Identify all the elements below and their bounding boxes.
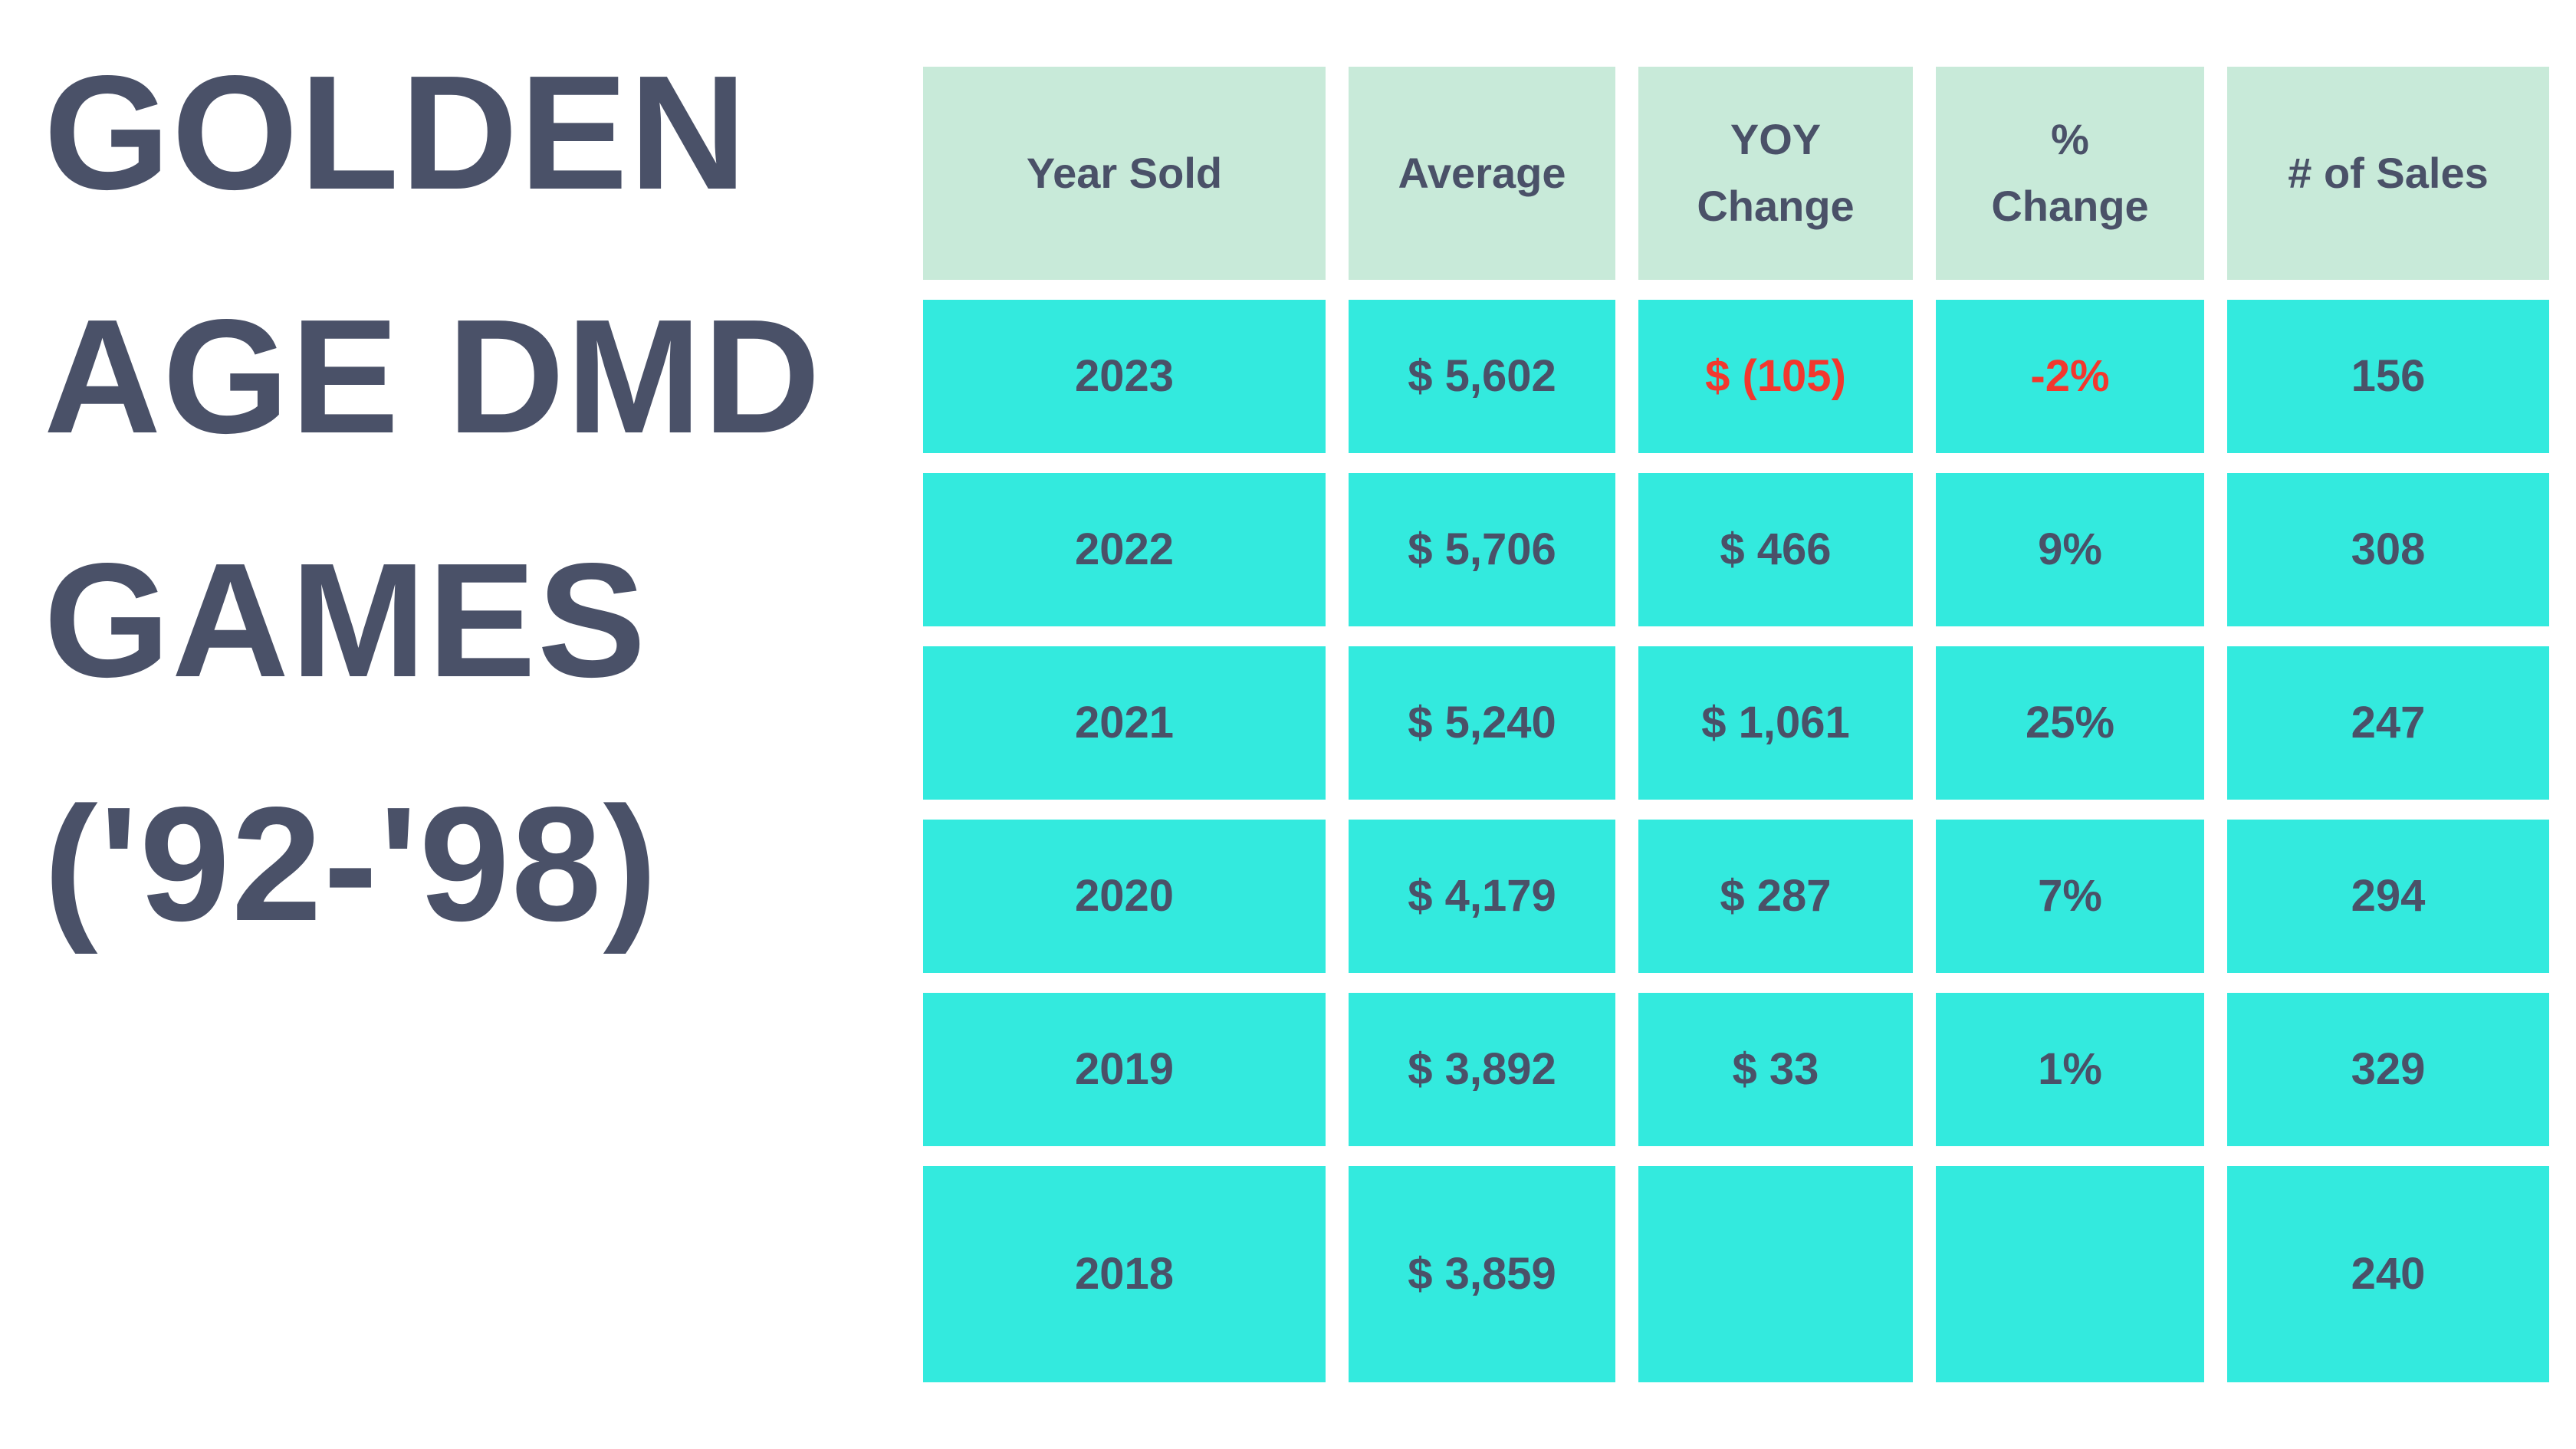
header-year-sold: Year Sold xyxy=(923,67,1326,280)
cell-value: 329 xyxy=(2351,1044,2426,1095)
cell-value: $ 5,240 xyxy=(1408,698,1556,748)
cell-2022-year: 2022 xyxy=(923,473,1326,626)
cell-2018-yoy-change-empty xyxy=(1638,1166,1913,1382)
cell-2020-num-sales: 294 xyxy=(2227,820,2549,973)
cell-value: $ 5,706 xyxy=(1408,524,1556,575)
cell-value: $ 3,892 xyxy=(1408,1044,1556,1095)
cell-2021-yoy-change: $ 1,061 xyxy=(1638,646,1913,800)
cell-value: $ 5,602 xyxy=(1408,351,1556,402)
cell-value: 294 xyxy=(2351,871,2426,922)
cell-value: $ 4,179 xyxy=(1408,871,1556,922)
cell-2023-pct-change: -2% xyxy=(1936,300,2204,453)
cell-2023-year: 2023 xyxy=(923,300,1326,453)
cell-value: $ 1,061 xyxy=(1701,698,1850,748)
cell-2023-num-sales: 156 xyxy=(2227,300,2549,453)
cell-value: 247 xyxy=(2351,698,2426,748)
cell-value: 240 xyxy=(2351,1249,2426,1300)
cell-value: 2022 xyxy=(1074,524,1175,575)
header-label: YOY Change xyxy=(1697,115,1855,230)
cell-2018-year: 2018 xyxy=(923,1166,1326,1382)
cell-value: 2021 xyxy=(1074,698,1175,748)
header-average: Average xyxy=(1349,67,1615,280)
cell-2021-pct-change: 25% xyxy=(1936,646,2204,800)
title-line-4: ('92-'98) xyxy=(44,773,659,955)
header-label: Year Sold xyxy=(1026,148,1223,197)
cell-2021-year: 2021 xyxy=(923,646,1326,800)
cell-2021-average: $ 5,240 xyxy=(1349,646,1615,800)
cell-2020-year: 2020 xyxy=(923,820,1326,973)
cell-2022-average: $ 5,706 xyxy=(1349,473,1615,626)
cell-2022-yoy-change: $ 466 xyxy=(1638,473,1913,626)
header-num-sales: # of Sales xyxy=(2227,67,2549,280)
cell-value: 2023 xyxy=(1074,351,1175,402)
cell-value: 308 xyxy=(2351,524,2426,575)
cell-value: $ 466 xyxy=(1720,524,1832,575)
cell-value: $ 287 xyxy=(1720,871,1832,922)
cell-value: $ 33 xyxy=(1732,1044,1819,1095)
cell-2022-pct-change: 9% xyxy=(1936,473,2204,626)
title-line-2: AGE DMD xyxy=(44,285,823,467)
cell-value: 2019 xyxy=(1074,1044,1175,1095)
cell-value-negative: -2% xyxy=(2030,351,2110,402)
cell-2023-yoy-change: $ (105) xyxy=(1638,300,1913,453)
cell-value: 25% xyxy=(2025,698,2115,748)
cell-2018-average: $ 3,859 xyxy=(1349,1166,1615,1382)
cell-2019-num-sales: 329 xyxy=(2227,993,2549,1146)
sales-stats-table: Year Sold Average YOY Change % Change # … xyxy=(923,67,2549,1382)
header-yoy-change: YOY Change xyxy=(1638,67,1913,280)
title-line-1: GOLDEN xyxy=(44,41,748,223)
cell-2023-average: $ 5,602 xyxy=(1349,300,1615,453)
cell-2019-pct-change: 1% xyxy=(1936,993,2204,1146)
header-pct-change: % Change xyxy=(1936,67,2204,280)
cell-2021-num-sales: 247 xyxy=(2227,646,2549,800)
cell-value: 7% xyxy=(2038,871,2102,922)
cell-value: 156 xyxy=(2351,351,2426,402)
cell-2018-num-sales: 240 xyxy=(2227,1166,2549,1382)
cell-2019-yoy-change: $ 33 xyxy=(1638,993,1913,1146)
cell-2020-yoy-change: $ 287 xyxy=(1638,820,1913,973)
cell-2022-num-sales: 308 xyxy=(2227,473,2549,626)
title-line-3: GAMES xyxy=(44,529,648,711)
header-label: Average xyxy=(1398,148,1566,197)
cell-value: 9% xyxy=(2038,524,2102,575)
cell-value: 1% xyxy=(2038,1044,2102,1095)
cell-2018-pct-change-empty xyxy=(1936,1166,2204,1382)
header-label: # of Sales xyxy=(2288,148,2489,197)
cell-2019-year: 2019 xyxy=(923,993,1326,1146)
header-label: % Change xyxy=(1991,115,2149,230)
cell-value: $ 3,859 xyxy=(1408,1249,1556,1300)
cell-value: 2020 xyxy=(1074,871,1175,922)
page-title: GOLDEN AGE DMD GAMES ('92-'98) xyxy=(44,11,822,986)
cell-value: 2018 xyxy=(1074,1249,1175,1300)
cell-2019-average: $ 3,892 xyxy=(1349,993,1615,1146)
cell-value-negative: $ (105) xyxy=(1705,351,1846,402)
cell-2020-pct-change: 7% xyxy=(1936,820,2204,973)
cell-2020-average: $ 4,179 xyxy=(1349,820,1615,973)
